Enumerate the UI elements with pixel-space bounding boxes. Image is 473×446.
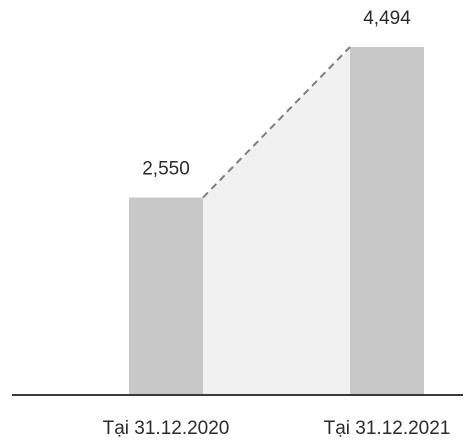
value-label-2021: 4,494 xyxy=(363,8,411,29)
value-label-2020: 2,550 xyxy=(142,159,190,180)
bar-2020 xyxy=(129,197,203,395)
bar-2021 xyxy=(350,47,424,395)
x-tick-label-2021: Tại 31.12.2021 xyxy=(324,418,451,439)
growth-band xyxy=(203,47,350,395)
x-tick-label-2020: Tại 31.12.2020 xyxy=(103,418,230,439)
